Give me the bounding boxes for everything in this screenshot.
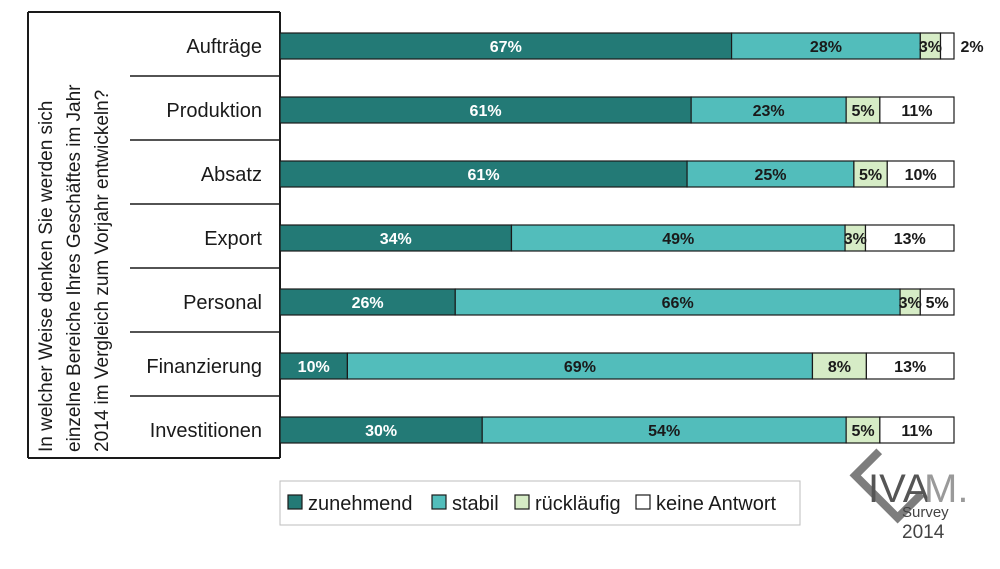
value-label-ruecklaeufig-investitionen: 5% [851,423,874,440]
question-line-3: 2014 im Vergleich zum Vorjahr entwickeln… [92,90,113,452]
legend-label-keine-antwort: keine Antwort [656,493,777,515]
value-label-keine-antwort-produktion: 11% [901,103,932,120]
logo-survey-text: Survey [902,504,949,521]
bar-stabil-finanzierung [346,352,814,380]
value-label-zunehmend-produktion: 61% [470,103,502,120]
value-label-ruecklaeufig-personal: 3% [899,295,922,312]
value-label-zunehmend-finanzierung: 10% [298,359,330,376]
value-label-stabil-absatz: 25% [754,167,786,184]
bar-ruecklaeufig-produktion [845,96,881,124]
bar-zunehmend-finanzierung [279,352,349,380]
value-label-ruecklaeufig-auftraege: 3% [919,39,942,56]
category-label-produktion: Produktion [166,100,262,122]
logo-main-text: IVA [868,467,930,511]
value-label-ruecklaeufig-absatz: 5% [859,167,882,184]
value-label-stabil-investitionen: 54% [648,423,680,440]
value-label-stabil-produktion: 23% [753,103,785,120]
bar-keine-antwort-absatz [886,160,955,188]
value-label-keine-antwort-finanzierung: 13% [894,359,926,376]
legend-label-ruecklaeufig: rückläufig [535,493,621,515]
legend-label-stabil: stabil [452,493,499,515]
category-label-absatz: Absatz [201,164,262,186]
bar-keine-antwort-produktion [879,96,955,124]
value-label-ruecklaeufig-produktion: 5% [851,103,874,120]
value-label-zunehmend-investitionen: 30% [365,423,397,440]
category-label-investitionen: Investitionen [150,420,262,442]
category-label-auftraege: Aufträge [186,36,262,58]
category-label-personal: Personal [183,292,262,314]
value-labels: 67% 28% 3% 2% 61% 23% 5% 11% 61% 25% 5% 10% 34% 49% 3%… [298,39,984,440]
bar-zunehmend-investitionen [279,416,483,444]
legend-swatch-ruecklaeufig [514,494,530,510]
bar-zunehmend-personal [279,288,456,316]
logo-accent-text: M. [924,467,968,511]
logo-year-text: 2014 [902,522,945,543]
value-label-keine-antwort-investitionen: 11% [901,423,932,440]
value-label-ruecklaeufig-export: 3% [844,231,867,248]
legend-swatch-zunehmend [287,494,303,510]
bar-zunehmend-auftraege [279,32,733,60]
value-label-keine-antwort-personal: 5% [926,295,949,312]
bar-stabil-absatz [686,160,855,188]
bar-ruecklaeufig-absatz [853,160,888,188]
bar-keine-antwort-export [864,224,955,252]
value-label-stabil-finanzierung: 69% [564,359,596,376]
bar-stabil-export [510,224,846,252]
bar-stabil-investitionen [481,416,847,444]
logo-mark [849,448,925,524]
value-label-keine-antwort-export: 13% [894,231,926,248]
bar-zunehmend-export [279,224,513,252]
category-separators [130,75,280,397]
value-label-stabil-auftraege: 28% [810,39,842,56]
bar-keine-antwort-finanzierung [865,352,955,380]
bar-keine-antwort-investitionen [879,416,955,444]
bar-stabil-produktion [690,96,847,124]
value-label-zunehmend-auftraege: 67% [490,39,522,56]
bar-ruecklaeufig-investitionen [845,416,881,444]
value-label-keine-antwort-auftraege: 2% [960,39,983,56]
bar-keine-antwort-auftraege [939,32,955,60]
question-line-2: einzelne Bereiche Ihres Geschäftes im Ja… [64,84,85,452]
bar-zunehmend-produktion [279,96,692,124]
value-label-zunehmend-personal: 26% [352,295,384,312]
category-label-finanzierung: Finanzierung [146,356,262,378]
legend-label-zunehmend: zunehmend [308,493,413,515]
legend: zunehmend stabil rückläufig keine Antwort [279,480,801,526]
bar-keine-antwort-personal [919,288,955,316]
legend-swatch-stabil [431,494,447,510]
question-panel: In welcher Weise denken Sie werden sich … [27,11,281,459]
value-label-zunehmend-absatz: 61% [468,167,500,184]
category-label-export: Export [204,228,262,250]
question-line-1: In welcher Weise denken Sie werden sich [36,101,57,452]
bars [279,32,955,444]
ivam-logo: IVA M. Survey 2014 [849,448,968,543]
category-labels: Aufträge Produktion Absatz Export Personal Fi… [146,36,262,442]
value-label-stabil-export: 49% [662,231,694,248]
legend-swatch-keine-antwort [635,494,651,510]
legend-box [279,480,801,526]
value-label-zunehmend-export: 34% [380,231,412,248]
bar-stabil-personal [454,288,901,316]
value-label-ruecklaeufig-finanzierung: 8% [828,359,851,376]
value-label-stabil-personal: 66% [662,295,694,312]
value-label-keine-antwort-absatz: 10% [905,167,937,184]
